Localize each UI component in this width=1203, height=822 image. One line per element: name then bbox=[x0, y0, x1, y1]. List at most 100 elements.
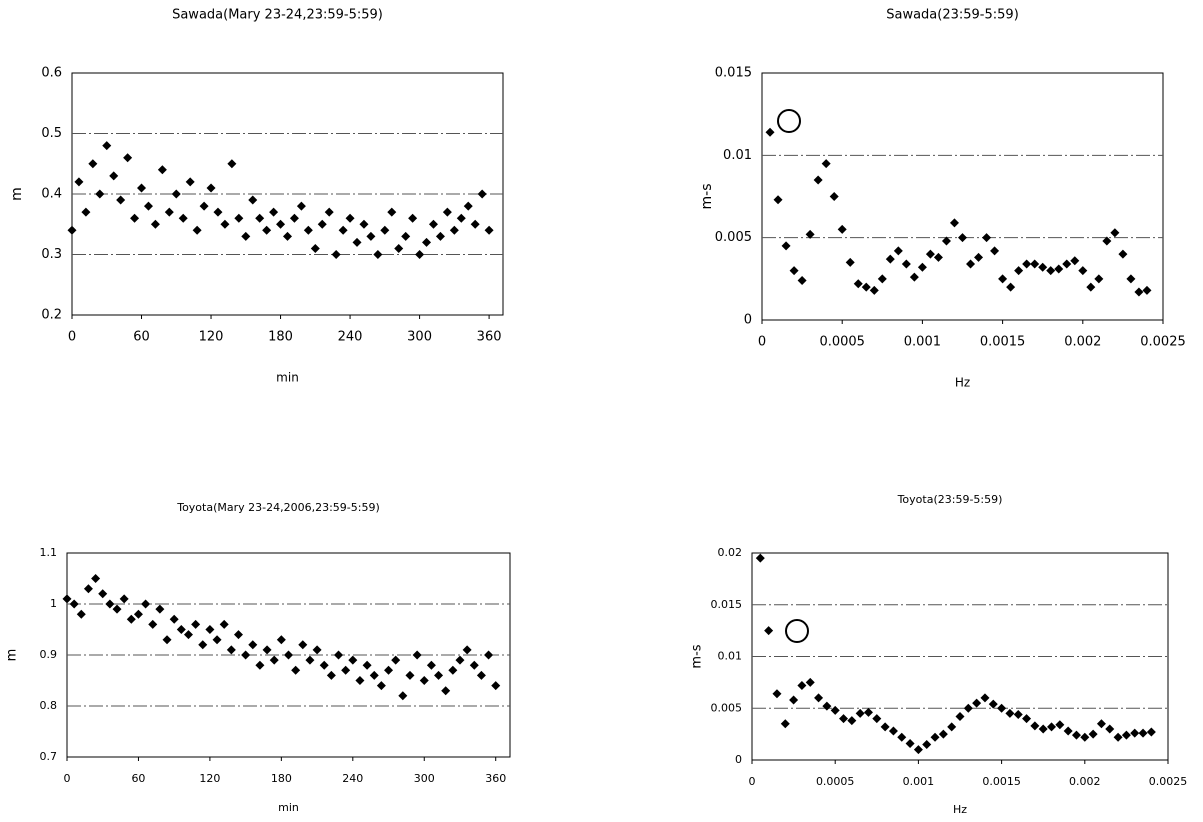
data-point bbox=[863, 707, 873, 717]
data-point bbox=[296, 201, 306, 211]
data-point bbox=[1005, 708, 1015, 718]
data-point bbox=[155, 604, 165, 614]
data-point bbox=[137, 183, 147, 193]
data-point bbox=[373, 250, 383, 259]
data-point bbox=[341, 665, 351, 675]
data-point bbox=[255, 213, 265, 223]
data-point bbox=[227, 159, 237, 169]
data-point bbox=[359, 219, 369, 229]
chart-title: Toyota(Mary 23-24,2006,23:59-5:59) bbox=[176, 501, 380, 514]
data-point bbox=[310, 243, 320, 253]
data-point bbox=[755, 553, 765, 563]
data-point bbox=[845, 257, 855, 267]
y-tick-label: 0.8 bbox=[40, 699, 58, 712]
data-point bbox=[1022, 259, 1032, 269]
data-point bbox=[391, 655, 401, 665]
y-tick-label: 0.2 bbox=[41, 308, 62, 323]
y-tick-label: 0.01 bbox=[718, 650, 743, 663]
data-point bbox=[897, 732, 907, 742]
data-point bbox=[324, 207, 334, 217]
data-point bbox=[162, 635, 172, 645]
data-point bbox=[821, 159, 831, 169]
data-point bbox=[1102, 236, 1112, 246]
data-point bbox=[448, 665, 458, 675]
x-tick-label: 0.002 bbox=[1064, 335, 1101, 350]
data-point bbox=[248, 195, 258, 205]
data-point bbox=[772, 689, 782, 699]
data-point bbox=[909, 272, 919, 282]
x-tick-label: 0.002 bbox=[1069, 775, 1101, 788]
data-point bbox=[470, 219, 480, 229]
data-point bbox=[922, 739, 932, 749]
x-tick-label: 120 bbox=[199, 330, 224, 345]
data-point bbox=[855, 708, 865, 718]
data-point bbox=[303, 225, 313, 235]
data-point bbox=[1047, 722, 1057, 732]
x-tick-label: 120 bbox=[199, 772, 220, 785]
data-point bbox=[930, 732, 940, 742]
data-point bbox=[305, 655, 315, 665]
data-point bbox=[1038, 724, 1048, 734]
x-tick-label: 0.0025 bbox=[1140, 335, 1186, 350]
data-point bbox=[1105, 724, 1115, 734]
data-point bbox=[150, 219, 160, 229]
data-point bbox=[426, 660, 436, 670]
data-point bbox=[1130, 728, 1140, 738]
data-point bbox=[83, 584, 93, 594]
data-point bbox=[126, 614, 136, 624]
data-point bbox=[157, 165, 167, 175]
data-point bbox=[1030, 721, 1040, 731]
data-point bbox=[1126, 274, 1136, 284]
y-tick-label: 0.6 bbox=[41, 66, 62, 81]
x-tick-label: 0.0025 bbox=[1149, 775, 1188, 788]
x-tick-label: 0.0015 bbox=[980, 335, 1026, 350]
y-tick-label: 0 bbox=[744, 313, 752, 328]
y-tick-label: 0.005 bbox=[715, 230, 752, 245]
data-point bbox=[773, 195, 783, 205]
data-point bbox=[334, 650, 344, 660]
y-tick-label: 0.5 bbox=[41, 126, 62, 141]
data-point bbox=[1078, 266, 1088, 276]
data-point bbox=[248, 640, 258, 650]
data-point bbox=[76, 609, 86, 619]
data-point bbox=[477, 189, 487, 199]
data-point bbox=[491, 681, 501, 691]
data-point bbox=[206, 183, 216, 193]
data-point bbox=[1110, 228, 1120, 238]
x-tick-label: 0.001 bbox=[903, 775, 935, 788]
data-point bbox=[376, 681, 386, 691]
data-point bbox=[441, 686, 451, 696]
data-point bbox=[116, 195, 126, 205]
data-point bbox=[837, 224, 847, 234]
data-point bbox=[226, 645, 236, 655]
data-point bbox=[355, 676, 365, 685]
data-point bbox=[141, 599, 151, 609]
x-tick-label: 180 bbox=[271, 772, 292, 785]
x-tick-label: 0.0005 bbox=[819, 335, 865, 350]
data-point bbox=[269, 207, 279, 217]
data-point bbox=[284, 650, 293, 660]
y-axis-label: m-s bbox=[690, 644, 705, 668]
data-point bbox=[966, 259, 976, 269]
data-point bbox=[933, 252, 943, 262]
data-point bbox=[143, 201, 153, 211]
x-axis-label: min bbox=[278, 801, 299, 814]
x-tick-label: 240 bbox=[338, 330, 363, 345]
data-point bbox=[276, 219, 286, 229]
y-axis-label: m bbox=[5, 649, 20, 662]
data-point bbox=[262, 225, 272, 235]
data-point bbox=[484, 225, 494, 235]
data-point bbox=[164, 207, 174, 217]
data-point bbox=[319, 660, 329, 670]
x-tick-label: 180 bbox=[268, 330, 293, 345]
data-point bbox=[81, 207, 91, 217]
data-point bbox=[91, 574, 101, 583]
data-point bbox=[980, 693, 990, 703]
data-point bbox=[213, 207, 223, 217]
data-point bbox=[176, 625, 186, 634]
data-point bbox=[212, 635, 222, 645]
data-point bbox=[998, 274, 1008, 284]
data-point bbox=[185, 177, 195, 187]
data-point bbox=[829, 192, 839, 201]
